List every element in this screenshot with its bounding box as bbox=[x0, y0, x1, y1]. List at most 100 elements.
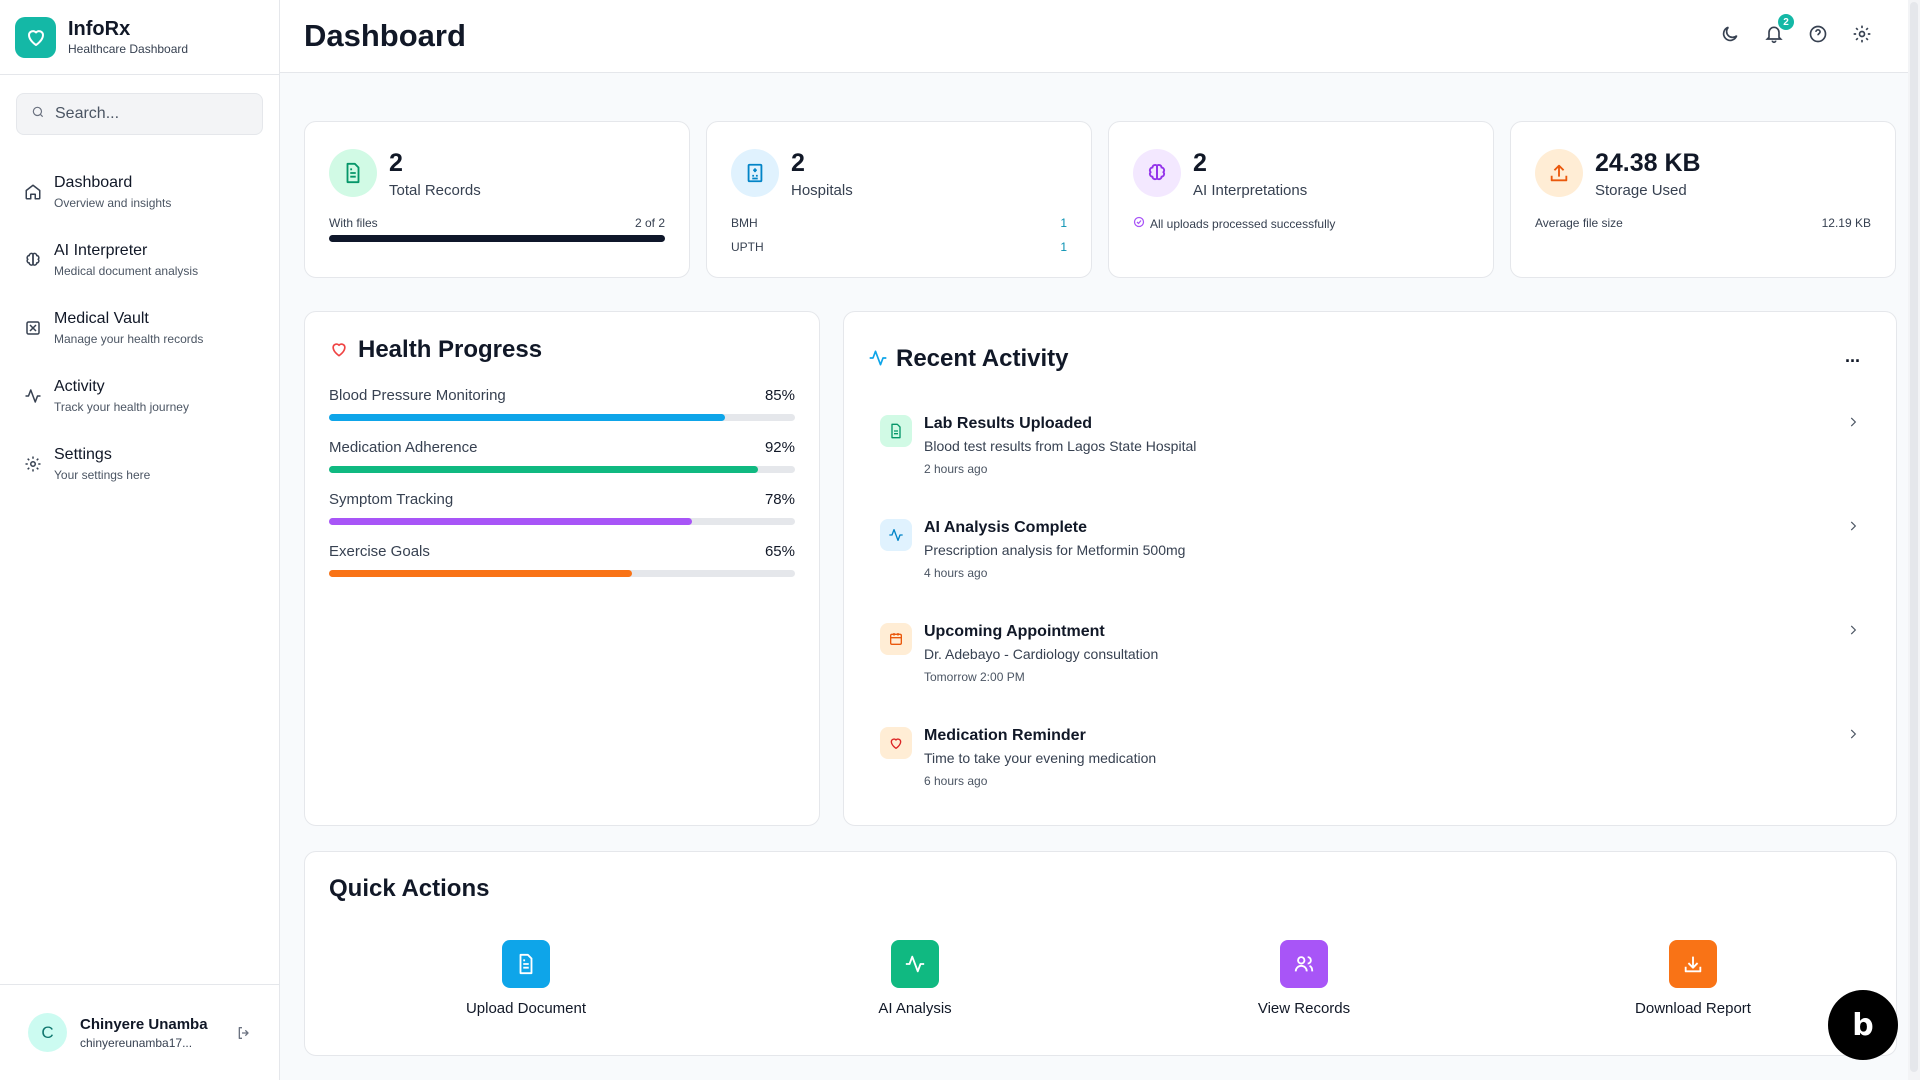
stat-card-storage: 24.38 KB Storage Used Average file size … bbox=[1510, 121, 1896, 278]
stat-label: AI Interpretations bbox=[1193, 182, 1308, 199]
main-content: Dashboard 2 2 bbox=[280, 0, 1920, 1080]
upload-icon bbox=[1535, 149, 1583, 197]
page-title: Dashboard bbox=[304, 18, 466, 53]
logout-icon[interactable] bbox=[236, 1025, 252, 1041]
quick-action-label: Download Report bbox=[1635, 1000, 1751, 1017]
sidebar-item-activity[interactable]: Activity Track your health journey bbox=[0, 377, 279, 445]
hospital-icon bbox=[731, 149, 779, 197]
chevron-right-icon[interactable] bbox=[1846, 727, 1860, 741]
sidebar-item-label: Medical Vault bbox=[54, 310, 149, 327]
activity-description: Dr. Adebayo - Cardiology consultation bbox=[924, 646, 1159, 662]
stat-value: 2 bbox=[389, 149, 403, 177]
bolt-badge-icon[interactable]: b bbox=[1828, 990, 1898, 1060]
progress-fill bbox=[329, 518, 693, 525]
gear-icon bbox=[24, 455, 42, 473]
stat-card-ai: 2 AI Interpretations All uploads process… bbox=[1108, 121, 1494, 278]
progress-track bbox=[329, 518, 795, 525]
progress-label: Exercise Goals bbox=[329, 543, 430, 560]
home-icon bbox=[24, 183, 42, 201]
quick-action-label: AI Analysis bbox=[878, 1000, 952, 1017]
brand-name: InfoRx bbox=[68, 18, 131, 40]
calendar-icon bbox=[880, 623, 912, 655]
health-progress-title: Health Progress bbox=[358, 336, 543, 363]
sidebar: InfoRx Healthcare Dashboard Dashboard Ov… bbox=[0, 0, 280, 1080]
sidebar-item-ai-interpreter[interactable]: AI Interpreter Medical document analysis bbox=[0, 241, 279, 309]
vault-icon bbox=[24, 319, 42, 337]
progress-track bbox=[329, 414, 795, 421]
activity-title: Upcoming Appointment bbox=[924, 623, 1105, 640]
download-report-button[interactable]: Download Report bbox=[1593, 940, 1793, 1017]
document-icon bbox=[502, 940, 550, 988]
heart-icon bbox=[329, 339, 349, 364]
bell-icon[interactable]: 2 bbox=[1764, 14, 1794, 46]
sidebar-item-sub: Medical document analysis bbox=[54, 264, 199, 278]
activity-title: AI Analysis Complete bbox=[924, 519, 1088, 536]
more-options-button[interactable]: ... bbox=[1844, 346, 1860, 366]
activity-description: Prescription analysis for Metformin 500m… bbox=[924, 542, 1186, 558]
search-box[interactable] bbox=[16, 93, 263, 135]
scrollbar[interactable] bbox=[1908, 0, 1920, 1080]
progress-percent: 65% bbox=[764, 543, 795, 560]
sidebar-item-sub: Overview and insights bbox=[54, 196, 172, 210]
stat-row-label: Average file size bbox=[1535, 216, 1623, 230]
stat-label: Total Records bbox=[389, 182, 481, 199]
quick-action-label: View Records bbox=[1257, 1000, 1351, 1017]
avatar: C bbox=[28, 1013, 67, 1052]
activity-description: Blood test results from Lagos State Hosp… bbox=[924, 438, 1197, 454]
stat-row-value: 12.19 KB bbox=[1821, 216, 1871, 230]
quick-actions-title: Quick Actions bbox=[329, 875, 490, 902]
sidebar-item-sub: Your settings here bbox=[54, 468, 151, 482]
activity-icon bbox=[880, 519, 912, 551]
scrollbar-thumb[interactable] bbox=[1910, 2, 1918, 1072]
chevron-right-icon[interactable] bbox=[1846, 415, 1860, 429]
stat-label: Hospitals bbox=[791, 182, 853, 199]
sidebar-item-label: AI Interpreter bbox=[54, 242, 148, 259]
document-icon bbox=[880, 415, 912, 447]
sidebar-item-label: Activity bbox=[54, 378, 105, 395]
user-profile[interactable]: C Chinyere Unamba chinyereunamba17... bbox=[0, 984, 279, 1080]
stat-row-label: With files bbox=[329, 216, 378, 230]
stat-row-value: 2 of 2 bbox=[634, 216, 665, 230]
chevron-right-icon[interactable] bbox=[1846, 623, 1860, 637]
activity-time: 2 hours ago bbox=[924, 462, 988, 476]
sidebar-item-label: Dashboard bbox=[54, 174, 133, 191]
sidebar-item-dashboard[interactable]: Dashboard Overview and insights bbox=[0, 173, 279, 241]
progress-percent: 78% bbox=[764, 491, 795, 508]
activity-time: 6 hours ago bbox=[924, 774, 988, 788]
recent-activity-title: Recent Activity bbox=[896, 345, 1069, 372]
activity-item[interactable]: Lab Results Uploaded Blood test results … bbox=[880, 415, 1860, 505]
moon-icon[interactable] bbox=[1720, 24, 1742, 46]
heart-icon bbox=[15, 16, 56, 58]
activity-item[interactable]: Upcoming Appointment Dr. Adebayo - Cardi… bbox=[880, 623, 1860, 713]
notification-badge: 2 bbox=[1778, 14, 1794, 30]
progress-label: Symptom Tracking bbox=[329, 491, 454, 508]
sidebar-item-sub: Manage your health records bbox=[54, 332, 204, 346]
user-email: chinyereunamba17... bbox=[80, 1035, 193, 1050]
view-records-button[interactable]: View Records bbox=[1204, 940, 1404, 1017]
health-progress-card: Health Progress Blood Pressure Monitorin… bbox=[304, 311, 820, 826]
check-circle-icon bbox=[1133, 216, 1145, 231]
sidebar-item-medical-vault[interactable]: Medical Vault Manage your health records bbox=[0, 309, 279, 377]
stat-value: 2 bbox=[791, 149, 805, 177]
activity-item[interactable]: AI Analysis Complete Prescription analys… bbox=[880, 519, 1860, 609]
progress-label: Medication Adherence bbox=[329, 439, 478, 456]
hospital-name: UPTH bbox=[731, 240, 764, 254]
activity-item[interactable]: Medication Reminder Time to take your ev… bbox=[880, 727, 1860, 817]
ai-analysis-button[interactable]: AI Analysis bbox=[815, 940, 1015, 1017]
progress-track bbox=[329, 466, 795, 473]
sidebar-nav: Dashboard Overview and insights AI Inter… bbox=[0, 173, 279, 513]
upload-document-button[interactable]: Upload Document bbox=[426, 940, 626, 1017]
progress-fill bbox=[329, 466, 758, 473]
sidebar-item-settings[interactable]: Settings Your settings here bbox=[0, 445, 279, 513]
hospital-name: BMH bbox=[731, 216, 758, 230]
ai-status-note: All uploads processed successfully bbox=[1150, 216, 1336, 231]
help-icon[interactable] bbox=[1808, 24, 1830, 46]
gear-icon[interactable] bbox=[1852, 24, 1874, 46]
sidebar-item-sub: Track your health journey bbox=[54, 400, 189, 414]
users-icon bbox=[1280, 940, 1328, 988]
progress-label: Blood Pressure Monitoring bbox=[329, 387, 506, 404]
document-icon bbox=[329, 149, 377, 197]
chevron-right-icon[interactable] bbox=[1846, 519, 1860, 533]
search-input[interactable] bbox=[55, 105, 255, 123]
